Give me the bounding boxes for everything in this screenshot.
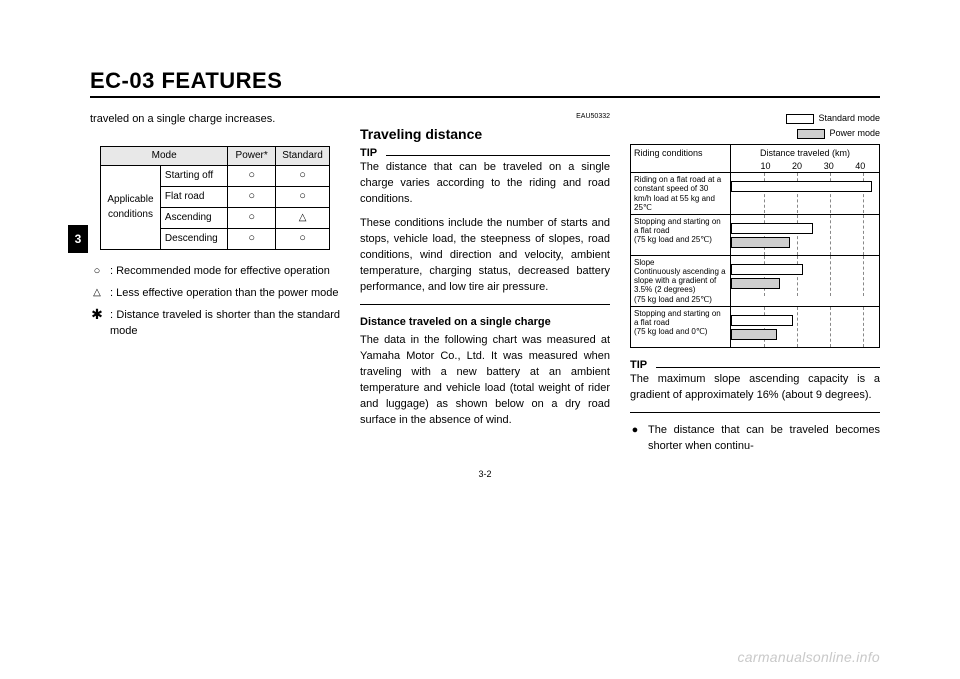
- legend-row: ○ : Recommended mode for effective opera…: [90, 264, 340, 280]
- page-content: EC-03 FEATURES traveled on a single char…: [90, 68, 880, 638]
- chart-row-label: Stopping and starting on a flat road (75…: [631, 306, 731, 347]
- x-tick: 10: [761, 160, 771, 173]
- bar-power: [731, 329, 777, 340]
- chart-x-header: Distance traveled (km) 10 20 30 40: [731, 145, 880, 173]
- column-right: Standard mode Power mode Riding conditio…: [630, 112, 880, 455]
- x-tick: 20: [792, 160, 802, 173]
- swatch-standard: [786, 114, 814, 124]
- legend-text: : Less effective operation than the powe…: [110, 286, 339, 302]
- bullet-icon: ●: [630, 423, 640, 455]
- column-left: traveled on a single charge increases. M…: [90, 112, 340, 455]
- tip-text: The maximum slope ascending capacity is …: [630, 372, 880, 404]
- mode-header-power: Power*: [228, 146, 276, 166]
- tip-text: The distance that can be traveled on a s…: [360, 160, 610, 208]
- chart-row-label: Riding on a flat road at a constant spee…: [631, 173, 731, 215]
- bar-standard: [731, 181, 872, 192]
- mode-row-label: Descending: [160, 229, 227, 250]
- mode-cell: ○: [228, 229, 276, 250]
- chart-row-label: Slope Continuously ascending a slope wit…: [631, 255, 731, 306]
- separator-rule: [360, 304, 610, 305]
- mode-cell: ○: [276, 229, 330, 250]
- mode-header-mode: Mode: [101, 146, 228, 166]
- section-heading: Traveling distance: [360, 124, 610, 144]
- legend-label: Power mode: [829, 127, 880, 140]
- legend-power: Power mode: [797, 127, 880, 140]
- chart-bar-cell: [731, 173, 880, 215]
- column-middle: EAU50332 Traveling distance TIP The dist…: [360, 112, 610, 455]
- bar-standard: [731, 223, 813, 234]
- chart-bar-cell: [731, 255, 880, 306]
- tip-rule: [656, 367, 880, 368]
- circle-icon: ○: [90, 264, 104, 280]
- bar-power: [731, 237, 790, 248]
- tip-rule: [386, 155, 610, 156]
- distance-chart: Riding conditions Distance traveled (km)…: [630, 144, 880, 348]
- mode-row-label: Flat road: [160, 187, 227, 208]
- paragraph-heading: Distance traveled on a single charge: [360, 315, 610, 331]
- chart-row-label: Stopping and starting on a flat road (75…: [631, 214, 731, 255]
- page-title: EC-03 FEATURES: [90, 68, 880, 98]
- bar-power: [731, 278, 780, 289]
- star-icon: ✱: [90, 308, 104, 340]
- legend-standard: Standard mode: [786, 112, 880, 125]
- swatch-power: [797, 129, 825, 139]
- section-tab: 3: [68, 225, 88, 253]
- mode-cell: ○: [276, 166, 330, 187]
- mode-header-standard: Standard: [276, 146, 330, 166]
- mode-cell: ○: [228, 166, 276, 187]
- doc-code: EAU50332: [360, 112, 610, 122]
- page-number: 3-2: [90, 469, 880, 479]
- bar-standard: [731, 264, 803, 275]
- separator-rule: [630, 412, 880, 413]
- legend-text: : Recommended mode for effective operati…: [110, 264, 330, 280]
- bar-standard: [731, 315, 793, 326]
- mode-cell: ○: [228, 187, 276, 208]
- chart-y-header: Riding conditions: [631, 145, 731, 173]
- mode-cell: △: [276, 208, 330, 229]
- intro-text: traveled on a single charge increases.: [90, 112, 340, 128]
- x-tick: 40: [855, 160, 865, 173]
- mode-row-group: Applicable conditions: [101, 166, 161, 250]
- chart-bar-cell: [731, 306, 880, 347]
- legend-label: Standard mode: [818, 112, 880, 125]
- triangle-icon: △: [90, 286, 104, 302]
- mode-cell: ○: [276, 187, 330, 208]
- body-text: The data in the following chart was meas…: [360, 333, 610, 429]
- legend-row: ✱ : Distance traveled is shorter than th…: [90, 308, 340, 340]
- columns: traveled on a single charge increases. M…: [90, 112, 880, 455]
- legend-text: : Distance traveled is shorter than the …: [110, 308, 340, 340]
- mode-row-label: Ascending: [160, 208, 227, 229]
- mode-row-label: Starting off: [160, 166, 227, 187]
- chart-bar-cell: [731, 214, 880, 255]
- chart-legend: Standard mode Power mode: [630, 112, 880, 140]
- legend-row: △ : Less effective operation than the po…: [90, 286, 340, 302]
- chart-x-header-text: Distance traveled (km): [734, 147, 876, 160]
- bullet-item: ● The distance that can be traveled beco…: [630, 423, 880, 455]
- mode-table: Mode Power* Standard Applicable conditio…: [100, 146, 330, 250]
- bullet-text: The distance that can be traveled become…: [648, 423, 880, 455]
- mode-cell: ○: [228, 208, 276, 229]
- tip-text-2: These conditions include the number of s…: [360, 216, 610, 296]
- watermark: carmanualsonline.info: [738, 649, 881, 665]
- x-tick: 30: [824, 160, 834, 173]
